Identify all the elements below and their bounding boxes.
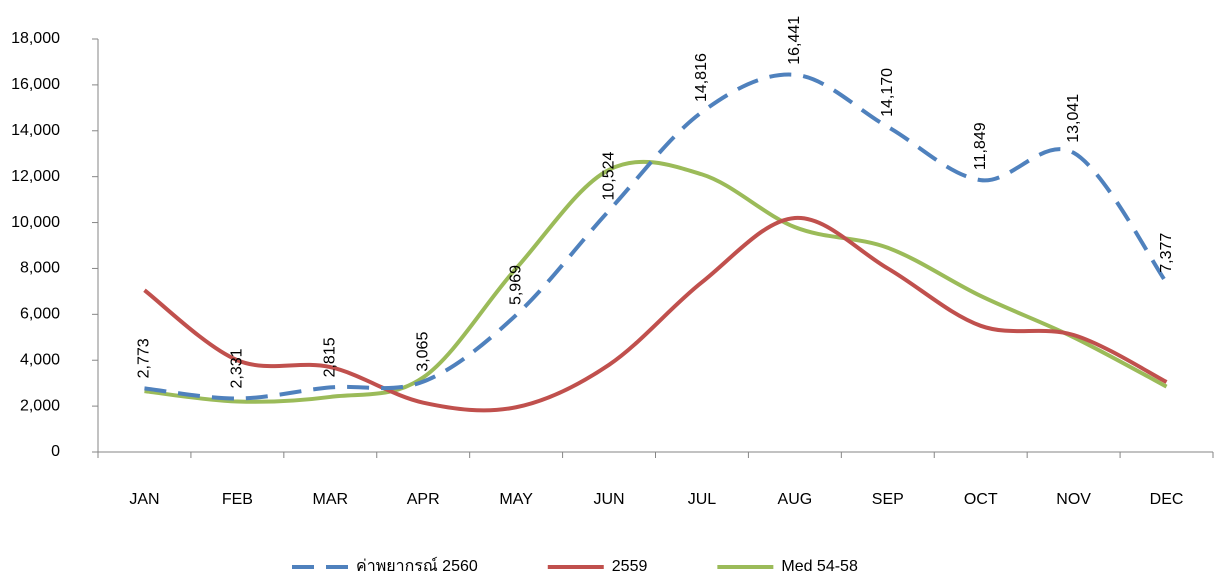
x-tick-label: JUL (688, 491, 717, 508)
legend-label: 2559 (612, 558, 648, 575)
y-tick-label: 8,000 (20, 260, 60, 277)
y-tick-label: 16,000 (11, 76, 60, 93)
data-label: 14,816 (693, 53, 710, 102)
data-label: 14,170 (879, 68, 896, 117)
y-tick-label: 10,000 (11, 214, 60, 231)
data-label: 10,524 (600, 151, 617, 200)
data-label: 11,849 (972, 122, 989, 170)
x-tick-label: DEC (1150, 491, 1184, 508)
y-tick-label: 2,000 (20, 397, 60, 414)
y-tick-label: 12,000 (11, 168, 60, 185)
x-tick-label: MAY (499, 491, 533, 508)
data-label: 2,815 (322, 337, 339, 377)
series-line (144, 72, 1169, 401)
data-label: 13,041 (1065, 94, 1082, 143)
y-tick-label: 4,000 (20, 351, 60, 368)
data-label: 7,377 (1158, 233, 1175, 273)
x-tick-label: OCT (964, 491, 998, 508)
legend-label: ค่าพยากรณ์ 2560 (356, 556, 478, 575)
data-label: 2,773 (136, 338, 153, 378)
data-label: 5,969 (507, 265, 524, 305)
y-tick-label: 6,000 (20, 306, 60, 323)
x-tick-label: MAR (313, 491, 349, 508)
series-line (144, 159, 1168, 404)
y-tick-label: 18,000 (11, 30, 60, 47)
x-tick-label: JAN (129, 491, 159, 508)
x-tick-label: JUN (593, 491, 624, 508)
x-tick-label: SEP (872, 491, 904, 508)
x-tick-label: NOV (1056, 491, 1091, 508)
data-label: 3,065 (414, 332, 431, 372)
x-tick-label: APR (407, 491, 440, 508)
y-tick-label: 0 (51, 443, 60, 460)
data-label: 2,331 (229, 348, 246, 388)
legend-label: Med 54-58 (781, 558, 858, 575)
x-tick-label: FEB (222, 491, 253, 508)
data-label: 16,441 (786, 16, 803, 65)
y-tick-label: 14,000 (11, 122, 60, 139)
x-tick-label: AUG (778, 491, 813, 508)
series-line (143, 215, 1168, 413)
